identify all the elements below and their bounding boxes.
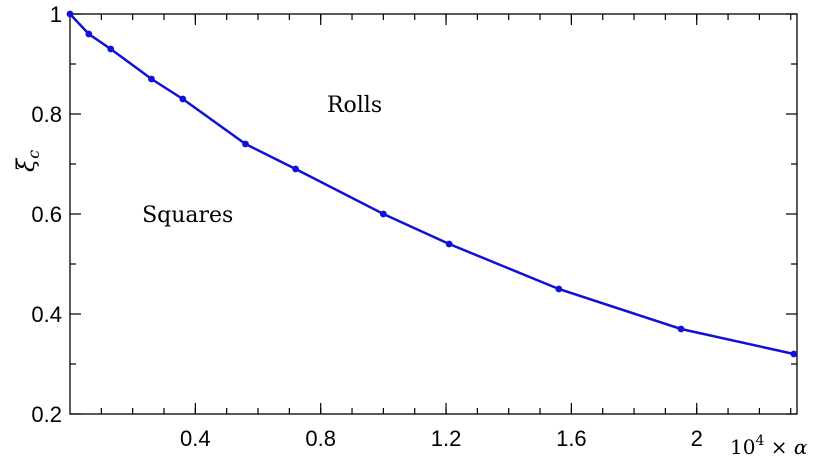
data-point bbox=[148, 75, 155, 83]
data-point bbox=[242, 140, 249, 148]
series-points bbox=[66, 10, 798, 358]
x-tick-label: 0.8 bbox=[305, 426, 336, 451]
data-point bbox=[790, 350, 798, 358]
data-point bbox=[555, 285, 563, 293]
x-axis-label: 104 × α bbox=[730, 433, 808, 459]
x-tick-label: 1.2 bbox=[431, 426, 462, 451]
tick-labels: 0.4 0.8 1.2 1.6 2 0.2 0.4 0.6 0.8 1 bbox=[31, 2, 702, 451]
y-tick-label: 0.2 bbox=[31, 402, 62, 427]
y-tick-label: 0.8 bbox=[31, 102, 62, 127]
x-axis-label-suffix: × α bbox=[764, 435, 807, 459]
data-point bbox=[292, 165, 300, 173]
annotation-squares: Squares bbox=[142, 203, 233, 228]
data-point bbox=[677, 325, 685, 333]
x-axis-label-base: 10 bbox=[730, 435, 755, 459]
annotation-rolls: Rolls bbox=[327, 93, 382, 118]
y-tick-label: 0.4 bbox=[31, 302, 62, 327]
x-tick-label: 1.6 bbox=[556, 426, 587, 451]
data-point bbox=[66, 10, 74, 18]
annotations: Rolls Squares bbox=[142, 93, 382, 228]
data-point bbox=[379, 210, 387, 218]
x-tick-label: 0.4 bbox=[180, 426, 211, 451]
y-axis-label: ξc bbox=[12, 150, 43, 172]
ticks bbox=[70, 13, 797, 415]
series-line bbox=[69, 13, 795, 356]
y-axis-label-main: ξ bbox=[12, 157, 40, 172]
x-tick-label: 2 bbox=[691, 426, 703, 451]
data-point bbox=[107, 45, 115, 53]
data-point bbox=[85, 30, 93, 38]
data-point bbox=[179, 95, 187, 103]
x-axis-label-exp: 4 bbox=[755, 433, 764, 449]
y-axis-label-sub: c bbox=[24, 150, 43, 159]
y-tick-label: 1 bbox=[50, 2, 62, 27]
data-point bbox=[445, 240, 453, 248]
y-tick-label: 0.6 bbox=[31, 202, 62, 227]
